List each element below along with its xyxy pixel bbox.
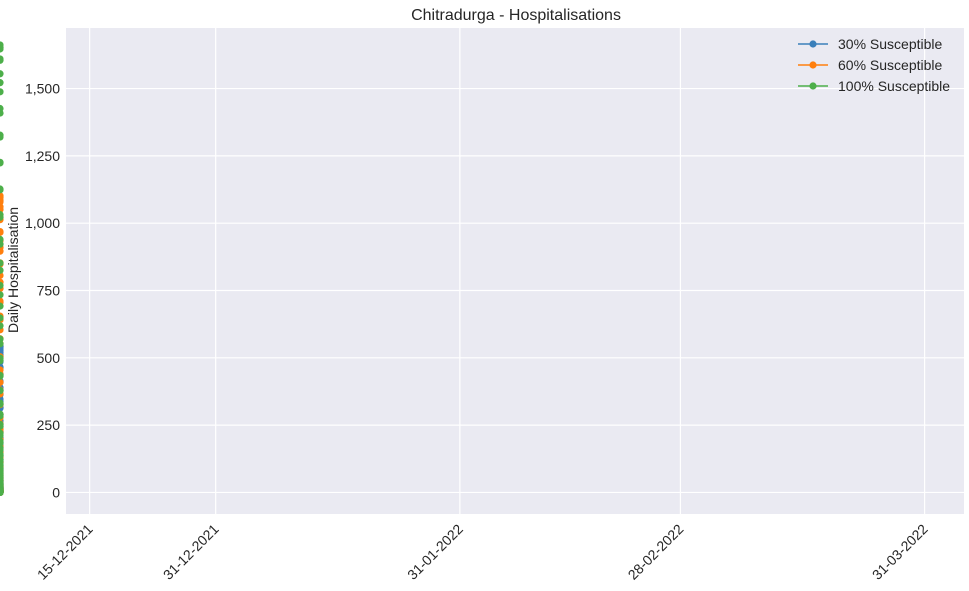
- y-axis-title: Daily Hospitalisation: [5, 207, 21, 333]
- plot-background: [66, 28, 964, 514]
- data-point: [0, 487, 4, 495]
- data-point: [0, 314, 4, 322]
- series-group: [0, 41, 4, 497]
- data-point: [0, 109, 4, 117]
- x-tick-label: 31-12-2021: [160, 521, 222, 583]
- data-point: [0, 228, 4, 236]
- data-point: [0, 387, 4, 395]
- legend-marker: [809, 61, 817, 69]
- data-point: [0, 291, 4, 299]
- data-point: [0, 302, 4, 310]
- chart-title: Chitradurga - Hospitalisations: [411, 7, 621, 24]
- y-tick-labels: 0 250 500 750 1,000 1,250 1,500: [25, 81, 60, 501]
- x-tick-label: 28-02-2022: [625, 521, 687, 583]
- legend-item: 30% Susceptible: [798, 36, 943, 52]
- legend: 30% Susceptible 60% Susceptible 100% Susce…: [798, 36, 950, 94]
- legend-item: 60% Susceptible: [798, 57, 943, 73]
- data-point: [0, 240, 4, 248]
- data-point: [0, 371, 4, 379]
- data-point: [0, 186, 4, 194]
- y-tick-label: 1,500: [25, 81, 60, 97]
- y-tick-label: 1,000: [25, 215, 60, 231]
- y-tick-label: 750: [37, 283, 61, 299]
- data-point: [0, 259, 4, 267]
- legend-label: 60% Susceptible: [838, 57, 943, 73]
- x-tick-labels: 15-12-2021 31-12-2021 31-01-2022 28-02-2022…: [34, 521, 931, 583]
- data-point: [0, 266, 4, 274]
- data-point: [0, 159, 4, 167]
- gridlines: [66, 28, 964, 514]
- data-point: [0, 70, 4, 78]
- data-point: [0, 322, 4, 330]
- data-point: [0, 431, 4, 439]
- y-tick-label: 1,250: [25, 148, 60, 164]
- legend-item: 100% Susceptible: [798, 78, 950, 94]
- data-point: [0, 198, 4, 206]
- data-point: [0, 335, 4, 343]
- data-point: [0, 45, 4, 53]
- series-100-susceptible: [0, 41, 4, 497]
- data-point: [0, 281, 4, 290]
- data-point: [0, 354, 4, 362]
- x-tick-label: 31-03-2022: [869, 521, 931, 583]
- legend-marker: [809, 82, 817, 90]
- legend-label: 30% Susceptible: [838, 36, 943, 52]
- data-point: [0, 133, 4, 141]
- y-tick-label: 500: [37, 350, 61, 366]
- legend-marker: [809, 40, 817, 48]
- x-tick-label: 15-12-2021: [34, 521, 96, 583]
- data-point: [0, 422, 4, 430]
- data-point: [0, 79, 4, 87]
- data-point: [0, 88, 4, 96]
- data-point: [0, 55, 4, 63]
- data-point: [0, 378, 4, 386]
- y-tick-label: 250: [37, 417, 61, 433]
- data-point: [0, 400, 4, 408]
- x-tick-label: 31-01-2022: [404, 521, 466, 583]
- data-point: [0, 439, 4, 447]
- data-point: [0, 412, 4, 420]
- data-point: [0, 446, 4, 454]
- legend-label: 100% Susceptible: [838, 78, 950, 94]
- y-tick-label: 0: [52, 484, 60, 500]
- data-point: [0, 213, 4, 221]
